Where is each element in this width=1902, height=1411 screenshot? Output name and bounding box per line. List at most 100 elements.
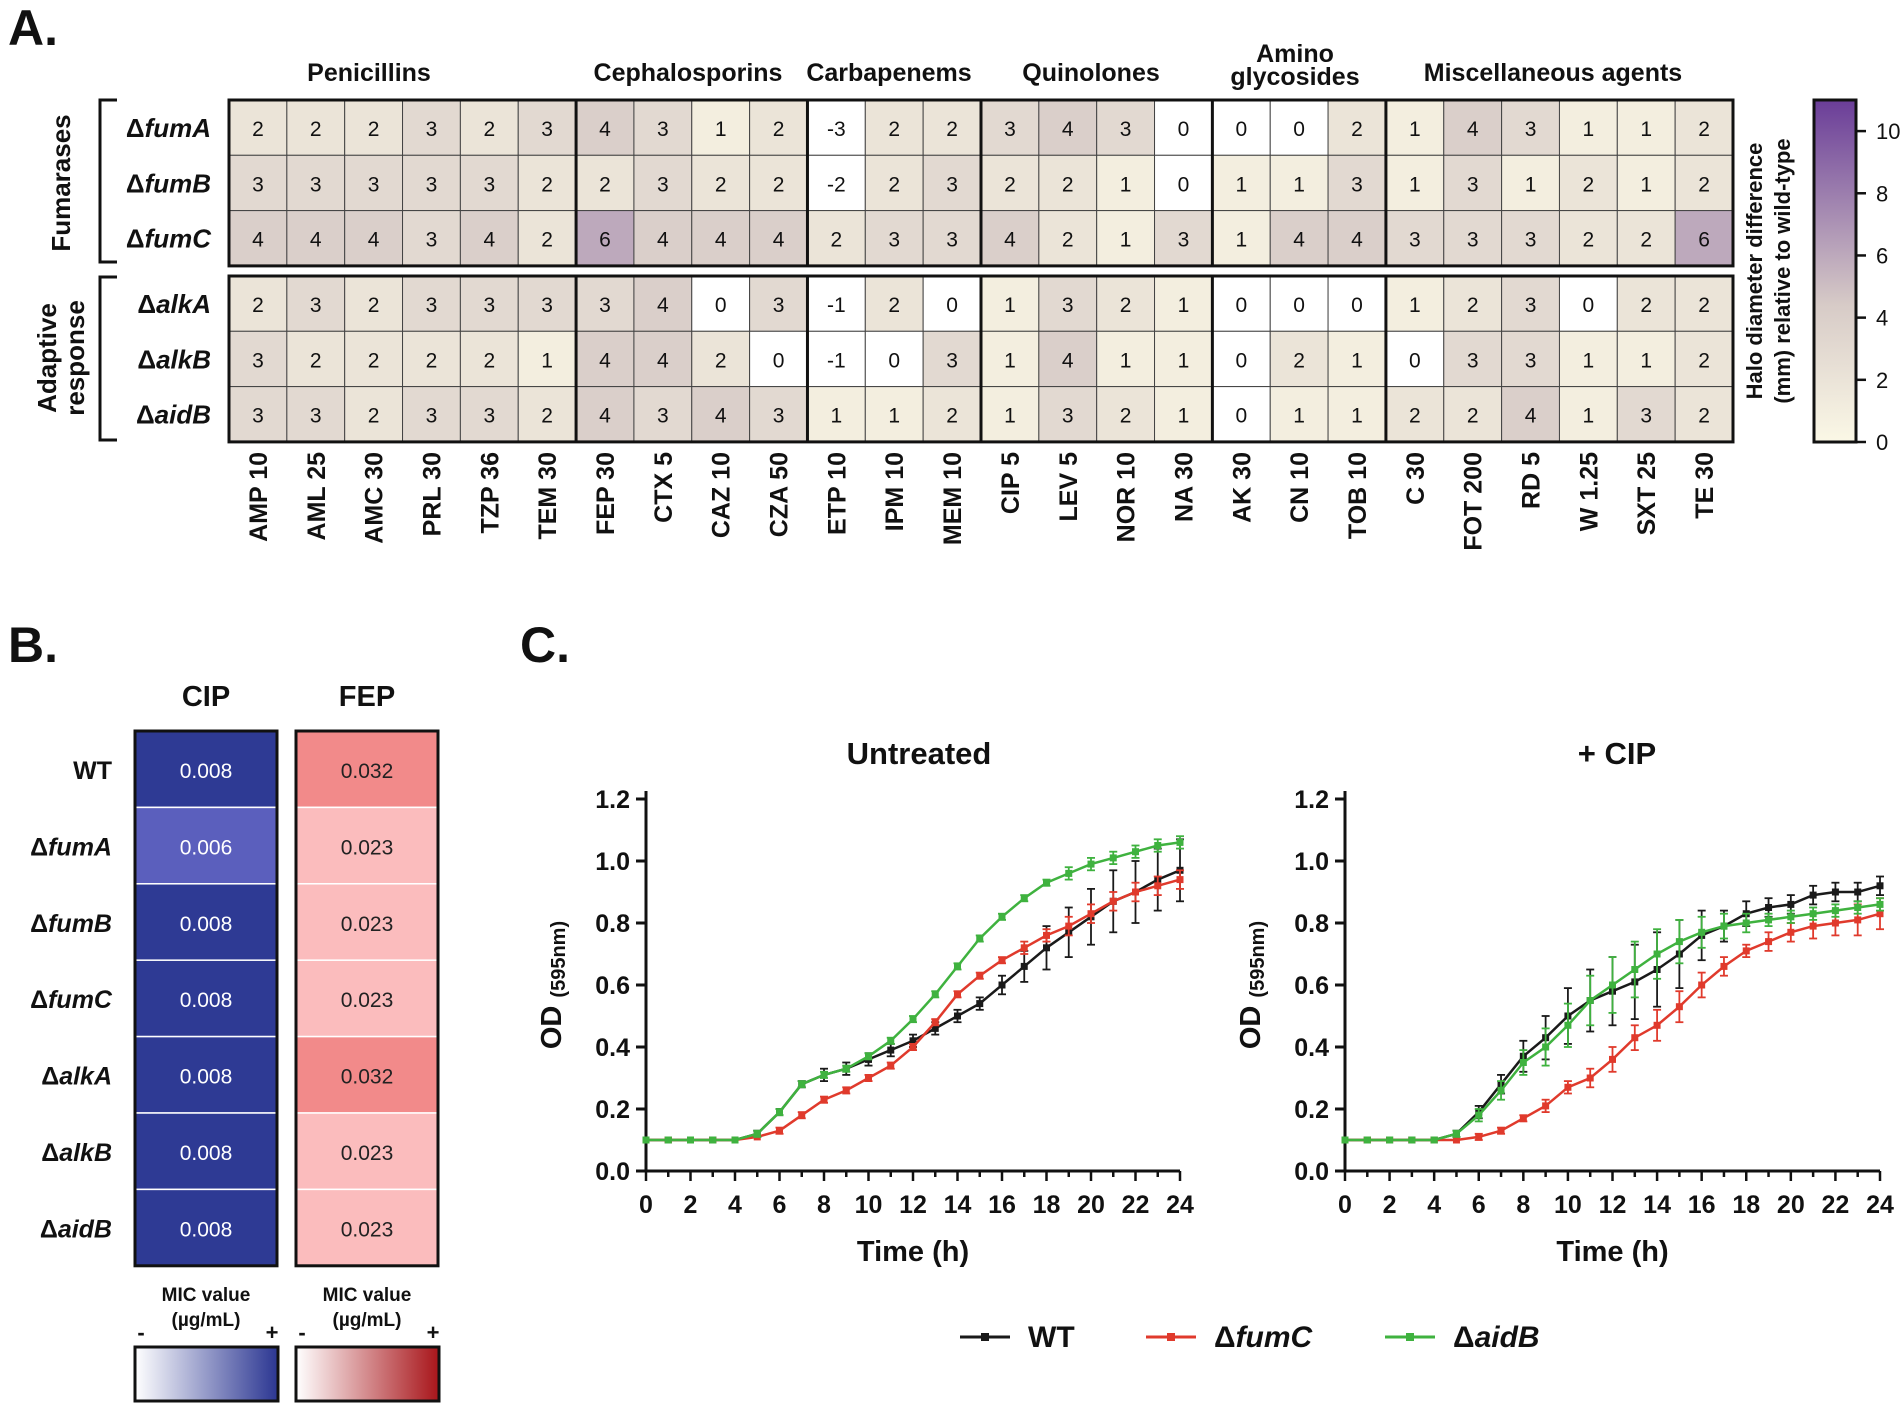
x-tick-label: 2 — [1383, 1191, 1397, 1219]
heatmap-cell — [402, 330, 461, 388]
heatmap-cell — [922, 99, 982, 156]
antibiotic-column-label: C 30 — [1402, 452, 1430, 505]
heatmap-cell-value: 2 — [541, 405, 553, 428]
heatmap-cell-value: 4 — [368, 229, 380, 252]
heatmap-cell-value: 1 — [888, 405, 900, 428]
heatmap-cell — [1096, 210, 1156, 267]
antibiotic-column-label: AK 30 — [1228, 452, 1256, 523]
heatmap-cell-value: 2 — [1698, 294, 1710, 317]
data-point — [931, 1024, 939, 1032]
antibiotic-column-label: AML 25 — [303, 452, 331, 541]
x-tick-label: 6 — [773, 1191, 787, 1219]
colorbar-tick-label: 4 — [1876, 306, 1888, 331]
data-point — [1497, 1086, 1505, 1094]
mic-cell-cip — [134, 959, 278, 1038]
heatmap-cell — [864, 154, 924, 212]
heatmap-cell-value: 0 — [888, 349, 900, 372]
heatmap-cell-value: -2 — [827, 173, 846, 196]
legend-marker — [1167, 1333, 1175, 1341]
data-point — [820, 1096, 828, 1104]
heatmap-cell-value: 3 — [1525, 118, 1537, 141]
data-point — [1742, 947, 1750, 955]
heatmap-cell — [864, 99, 924, 156]
data-point — [909, 1043, 917, 1051]
heatmap-cell — [1616, 275, 1676, 332]
heatmap-cell — [1327, 386, 1387, 443]
data-point — [954, 1012, 961, 1020]
heatmap-cell-value: 0 — [1178, 118, 1190, 141]
data-point — [998, 956, 1006, 964]
mic-legend-cip-line1: MIC value — [162, 1285, 251, 1306]
x-tick-label: 24 — [1166, 1191, 1194, 1219]
heatmap-cell — [1558, 154, 1618, 212]
heatmap-cell-value: 4 — [599, 349, 611, 372]
data-point — [1341, 1136, 1349, 1144]
data-point — [1831, 919, 1839, 927]
data-point — [1475, 1133, 1483, 1141]
data-point — [1065, 869, 1073, 877]
data-point — [1698, 928, 1706, 936]
heatmap-cell-value: 2 — [715, 349, 727, 372]
data-point — [798, 1111, 806, 1119]
heatmap-cell-value: 3 — [1525, 294, 1537, 317]
heatmap-cell — [1038, 154, 1098, 212]
data-point — [931, 990, 939, 998]
heatmap-cell-value: 2 — [1640, 229, 1652, 252]
x-tick-label: 0 — [639, 1191, 653, 1219]
heatmap-cell-value: 0 — [1351, 294, 1363, 317]
heatmap-cell-value: 2 — [1467, 294, 1479, 317]
data-point — [1408, 1136, 1416, 1144]
heatmap-cell — [922, 210, 982, 267]
series-line — [646, 841, 1181, 1142]
heatmap-cell — [1269, 99, 1329, 156]
antibiotic-column-label: TE 30 — [1691, 452, 1719, 519]
heatmap-cell — [1443, 154, 1503, 212]
mic-cell-fep — [295, 1112, 439, 1191]
heatmap-cell — [633, 99, 693, 156]
heatmap-cell-value: 0 — [1583, 294, 1595, 317]
heatmap-cell-value: 3 — [1525, 349, 1537, 372]
heatmap-cell-value: 3 — [888, 229, 900, 252]
data-point — [865, 1052, 872, 1060]
data-point — [954, 962, 961, 970]
mic-col-header-cip: CIP — [182, 681, 230, 713]
mic-cell-fep — [295, 883, 439, 961]
data-point — [820, 1071, 828, 1079]
colorbar-label-line2: (mm) relative to wild-type — [1770, 138, 1795, 403]
heatmap-cell — [1154, 154, 1213, 212]
heatmap-cell-value: 2 — [310, 349, 322, 372]
heatmap-cell-value: 2 — [252, 118, 264, 141]
mic-legend-fep-gradient — [294, 1345, 441, 1403]
heatmap-cell-value: 1 — [1583, 349, 1595, 372]
data-point — [1542, 1102, 1550, 1110]
data-point — [842, 1065, 850, 1073]
heatmap-cell-value: 2 — [1409, 405, 1421, 428]
data-point — [1876, 882, 1884, 890]
heatmap-cell-value: 3 — [773, 405, 785, 428]
y-tick-label: 0.0 — [1294, 1158, 1329, 1186]
legend-label: ΔfumC — [1214, 1321, 1314, 1354]
antibiotic-column-label: PRL 30 — [418, 452, 446, 536]
heatmap-cell-value: 3 — [1525, 229, 1537, 252]
heatmap-cell-value: 2 — [1583, 173, 1595, 196]
heatmap-cell — [1558, 330, 1618, 388]
heatmap-cell — [749, 330, 808, 388]
heatmap-cell-value: 2 — [1120, 294, 1132, 317]
colorbar-tick-label: 2 — [1876, 368, 1888, 393]
heatmap-cell-value: 0 — [1235, 405, 1247, 428]
x-tick-label: 22 — [1822, 1191, 1850, 1219]
bracket-fumarases — [98, 98, 117, 264]
data-point — [798, 1080, 806, 1088]
heatmap-cell-value: 6 — [599, 229, 611, 252]
y-tick-label: 0.8 — [595, 910, 630, 938]
mic-value-fep: 0.023 — [341, 913, 394, 936]
data-point — [1787, 928, 1795, 936]
heatmap-cell — [633, 210, 693, 267]
heatmap-cell — [286, 210, 346, 267]
heatmap-cell — [980, 99, 1040, 156]
mic-cell-cip — [134, 730, 278, 809]
mic-col-header-fep: FEP — [339, 681, 395, 713]
heatmap-cell — [1038, 99, 1098, 156]
legend-marker — [1406, 1333, 1414, 1341]
heatmap-cell-value: 3 — [1062, 294, 1074, 317]
